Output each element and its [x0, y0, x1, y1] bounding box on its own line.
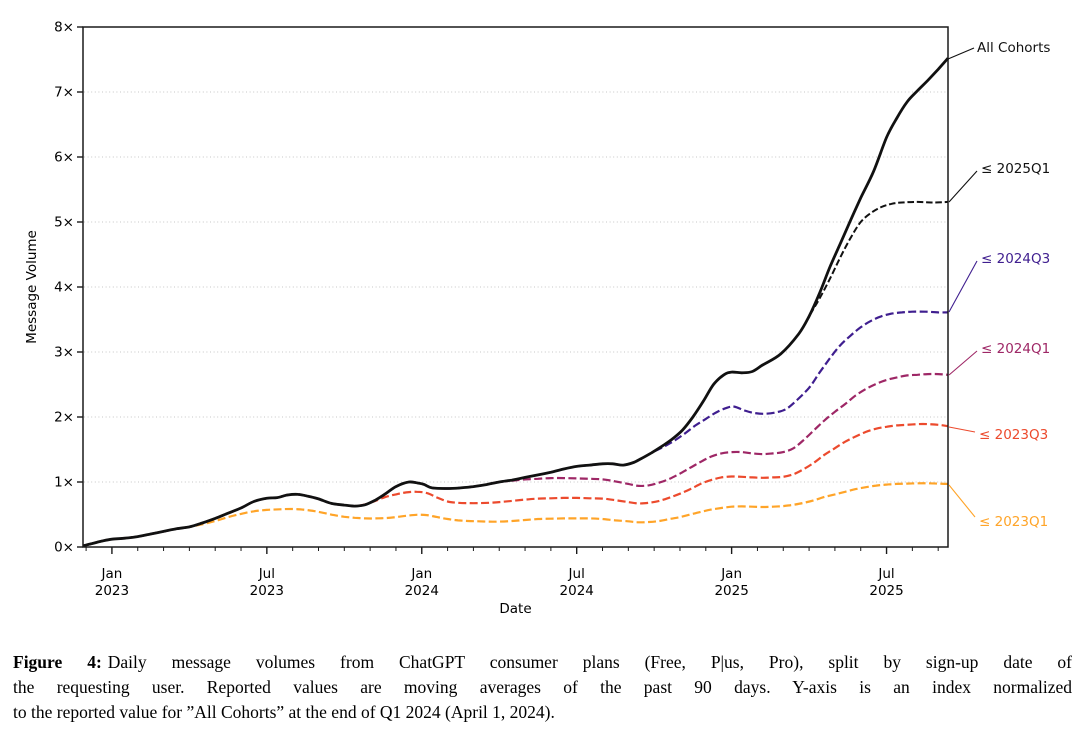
y-tick-label: 7× — [54, 85, 74, 101]
series-line-q2023q1 — [83, 482, 949, 547]
series-end-label-q2025q1: ≤ 2025Q1 — [981, 161, 1050, 177]
caption-line-1: Figure 4: Daily message volumes from Chat… — [13, 650, 1072, 675]
y-tick-label: 3× — [54, 345, 74, 361]
y-tick-label: 4× — [54, 280, 74, 296]
x-tick-label: Jan 2023 — [95, 566, 129, 599]
series-line-q2023q3 — [83, 422, 949, 547]
message-volume-line-chart: 0× 1× 2× 3× 4× 5× 6× 7× 8× Jan 2023 Jul 2023 Jan 2024 J… — [24, 20, 1050, 618]
figure-caption: Figure 4: Daily message volumes from Chat… — [13, 650, 1072, 725]
y-tick-label: 8× — [54, 20, 74, 36]
y-tick-label: 1× — [54, 475, 74, 491]
y-tick-label: 5× — [54, 215, 74, 231]
series-leader-line-q2024q3 — [948, 260, 978, 313]
x-tick-label: Jul 2025 — [869, 566, 903, 599]
plot-border — [82, 26, 949, 548]
series-end-label-q2023q3: ≤ 2023Q3 — [979, 427, 1048, 443]
series-line-q2025q1 — [83, 200, 949, 547]
x-tick-label: Jul 2024 — [560, 566, 594, 599]
series-leader-line-q2023q1 — [948, 484, 976, 518]
caption-figure-label: Figure 4: — [13, 652, 102, 672]
caption-line-1-text: Daily message volumes from ChatGPT consu… — [107, 652, 1072, 672]
series-leader-line-all-cohorts — [947, 47, 975, 60]
y-axis-title: Message Volume — [24, 230, 40, 344]
series-leader-line-q2025q1 — [948, 170, 978, 203]
x-tick-label: Jan 2025 — [714, 566, 748, 599]
y-tick-label: 2× — [54, 410, 74, 426]
caption-line-2: the requesting user. Reported values are… — [13, 677, 1072, 697]
y-tick-label: 6× — [54, 150, 74, 166]
series-end-label-q2023q1: ≤ 2023Q1 — [979, 514, 1048, 530]
series-line-all-cohorts — [83, 57, 950, 548]
caption-line-3: to the reported value for ”All Cohorts” … — [13, 702, 555, 722]
y-tick-label: 0× — [54, 540, 74, 556]
series-end-label-q2024q3: ≤ 2024Q3 — [981, 251, 1050, 267]
x-axis-title: Date — [499, 601, 531, 617]
x-tick-label: Jul 2023 — [250, 566, 284, 599]
series-end-label-q2024q1: ≤ 2024Q1 — [981, 341, 1050, 357]
series-leader-line-q2023q3 — [948, 426, 976, 433]
x-tick-label: Jan 2024 — [405, 566, 439, 599]
series-leader-line-q2024q1 — [948, 350, 978, 376]
series-line-q2024q3 — [83, 310, 949, 547]
series-end-label-all-cohorts: All Cohorts — [977, 40, 1050, 56]
